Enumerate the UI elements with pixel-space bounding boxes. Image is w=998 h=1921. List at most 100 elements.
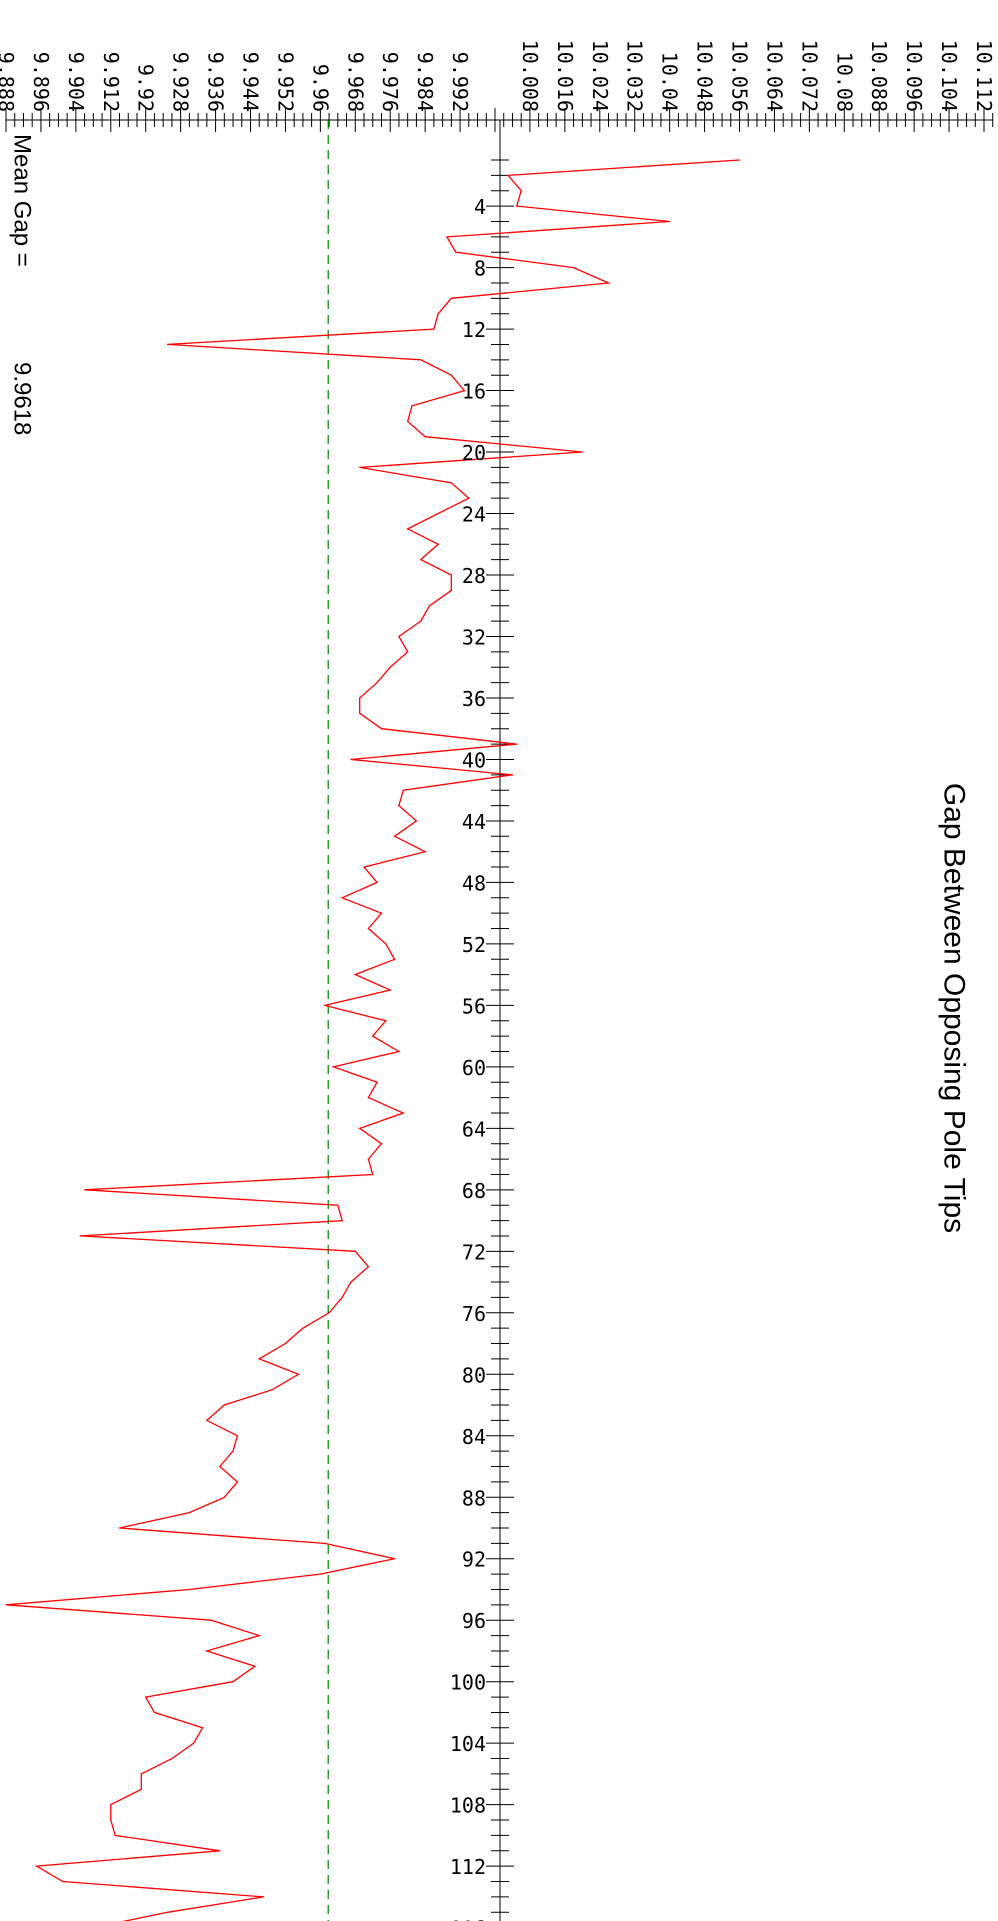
value-tick-label: 9.936 [204, 52, 228, 112]
gap-data-point [145, 1696, 147, 1698]
value-tick-label-group: 9.888 [0, 52, 18, 112]
value-tick-label: 10.016 [553, 40, 577, 112]
value-tick-label-group: 9.952 [273, 52, 297, 112]
value-tick-label-group: 9.944 [239, 52, 263, 112]
gap-data-point [407, 528, 409, 530]
index-tick-label: 8 [474, 257, 486, 281]
index-tick-label: 84 [462, 1425, 486, 1449]
gap-data-point [284, 1342, 286, 1345]
gap-data-point [341, 1220, 343, 1222]
gap-data-point [394, 1558, 396, 1560]
value-tick-label-group: 10.024 [588, 40, 612, 112]
value-tick-label: 10.088 [867, 40, 891, 112]
index-tick-label: 96 [462, 1609, 486, 1633]
value-tick-label: 9.952 [273, 52, 297, 112]
gap-data-point [376, 682, 378, 684]
gap-data-point [79, 1235, 81, 1237]
gap-data-point [428, 605, 431, 607]
gap-data-point [372, 1035, 374, 1037]
index-tick-label: 4 [474, 195, 486, 219]
index-tick-label: 112 [450, 1855, 486, 1879]
gap-data-point [363, 866, 365, 868]
value-tick-label-group: 9.984 [413, 52, 437, 112]
value-tick-label: 9.984 [413, 52, 437, 112]
value-tick-label-group: 9.92 [134, 64, 158, 112]
value-tick-label: 9.944 [239, 52, 263, 112]
index-tick-label: 108 [450, 1794, 486, 1818]
gap-data-point [411, 405, 413, 407]
gap-data-point [359, 466, 361, 468]
gap-data-point [219, 1465, 221, 1468]
index-tick-label: 40 [462, 748, 486, 772]
gap-data-point [302, 1327, 304, 1329]
mean-gap-value: 9.9618 [9, 362, 36, 435]
gap-data-point [206, 1650, 208, 1652]
value-tick-label-group: 10.008 [518, 40, 542, 112]
gap-data-point [573, 267, 575, 269]
gap-data-point [376, 881, 378, 884]
gap-data-point [394, 835, 396, 837]
gap-data-point [581, 451, 583, 453]
value-tick-label-group: 10.048 [693, 40, 717, 112]
gap-data-point [166, 1911, 169, 1913]
gap-data-point [424, 851, 426, 853]
value-tick-label: 9.976 [378, 52, 402, 112]
gap-data-point [424, 436, 426, 438]
gap-data-point [263, 1896, 265, 1898]
gap-data-point [359, 712, 361, 714]
gap-data-point [236, 1435, 238, 1437]
gap-data-point [376, 1081, 378, 1083]
gap-data-point [258, 1358, 260, 1360]
index-tick-label: 52 [462, 933, 486, 957]
gap-data-point [188, 1588, 190, 1591]
value-tick-label: 10.064 [762, 40, 786, 112]
value-tick-label: 9.896 [29, 52, 53, 112]
gap-data-point [516, 743, 518, 745]
gap-data-point [407, 651, 409, 653]
gap-data-point [407, 420, 409, 422]
gap-data-point [446, 236, 448, 238]
gap-data-point [398, 1050, 400, 1053]
gap-data-point [350, 758, 352, 761]
gap-data-point [468, 497, 470, 499]
value-tick-label-group: 10.08 [832, 52, 856, 112]
gap-data-point [385, 943, 387, 945]
value-tick-label: 10.096 [902, 40, 926, 112]
value-tick-label-group: 10.064 [762, 40, 786, 112]
gap-data-point [450, 589, 452, 592]
gap-data-point [402, 1112, 404, 1114]
gap-data-point [232, 1450, 234, 1452]
gap-data-point [354, 1250, 356, 1252]
value-tick-label-group: 9.904 [64, 52, 88, 112]
value-tick-label: 10.008 [518, 40, 542, 112]
value-tick-label-group: 10.032 [623, 40, 647, 112]
value-tick-label: 9.904 [64, 52, 88, 112]
gap-data-point [367, 927, 369, 930]
gap-data-point [110, 1804, 112, 1806]
gap-data-point [271, 1389, 273, 1391]
axes [5, 108, 994, 1921]
index-tick-label: 56 [462, 994, 486, 1018]
value-tick-label: 9.912 [99, 52, 123, 112]
gap-data-point [324, 1004, 326, 1007]
gap-data-point [372, 1173, 374, 1176]
value-tick-label-group: 9.976 [378, 52, 402, 112]
value-tick-label-group: 10.112 [972, 40, 996, 112]
gap-data-point [367, 1158, 369, 1160]
gap-data-point [232, 1681, 234, 1683]
chart-title: Gap Between Opposing Pole Tips [938, 783, 971, 1233]
gap-data-point [341, 1296, 343, 1298]
value-tick-label-group: 9.96 [308, 64, 332, 112]
value-tick-label: 9.92 [134, 64, 158, 112]
gap-data-point [415, 820, 417, 822]
value-tick-label: 9.992 [448, 52, 472, 112]
value-tick-label-group: 10.04 [658, 52, 682, 112]
tick-labels: 9.888 9.896 9.904 9.912 9.92 9.928 9.936 9.944 9… [0, 40, 996, 1921]
gap-data-point [324, 1542, 326, 1544]
index-tick-label: 100 [450, 1671, 486, 1695]
index-tick-label: 32 [462, 625, 486, 649]
index-tick-label: 36 [462, 687, 486, 711]
gap-data-point [437, 543, 439, 545]
gap-series-line [5, 159, 740, 1921]
index-tick-label: 12 [462, 318, 486, 342]
